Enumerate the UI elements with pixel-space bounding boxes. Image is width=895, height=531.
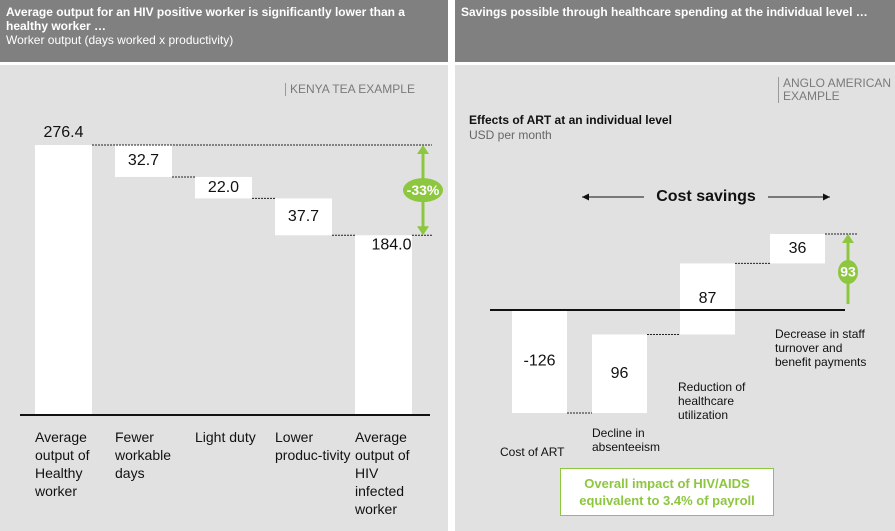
change-label: -33%	[407, 182, 440, 198]
value-label: 276.4	[43, 124, 83, 141]
category-label: Lower produc-tivity	[275, 429, 351, 463]
arrow-head	[417, 145, 429, 154]
bar	[770, 233, 825, 264]
value-label: 96	[611, 365, 629, 382]
change-badge	[403, 178, 443, 203]
bracket-head	[823, 193, 830, 201]
category-label: Light duty	[195, 429, 256, 445]
callout: Overall impact of HIV/AIDS equivalent to…	[560, 468, 774, 516]
right-chart-heading: Effects of ART at an individual level US…	[469, 113, 672, 143]
right-header: Savings possible through healthcare spen…	[455, 0, 895, 62]
left-header: Average output for an HIV positive worke…	[0, 0, 448, 62]
value-label: 87	[699, 290, 717, 307]
category-label: Average output of Healthy worker	[35, 429, 90, 499]
right-chart-title: Effects of ART at an individual level	[469, 113, 672, 127]
net-label: 93	[840, 264, 856, 280]
bar	[592, 334, 647, 413]
bar	[195, 176, 252, 199]
category-label: Cost of ART	[500, 445, 565, 459]
arrow-head	[417, 226, 429, 236]
bar	[355, 235, 412, 415]
bracket-head	[582, 193, 589, 201]
right-panel	[455, 65, 895, 531]
value-label: 36	[789, 240, 807, 257]
category-label: Decline in absenteeism	[592, 426, 661, 454]
value-label: 32.7	[128, 152, 159, 169]
bar	[512, 310, 567, 413]
value-label: 184.0	[371, 236, 411, 253]
left-tag: KENYA TEA EXAMPLE	[285, 83, 415, 96]
value-label: 37.7	[288, 208, 319, 225]
net-badge	[838, 259, 858, 284]
left-title: Average output for an HIV positive worke…	[6, 5, 405, 33]
left-subtitle: Worker output (days worked x productivit…	[6, 33, 234, 47]
right-title: Savings possible through healthcare spen…	[461, 5, 868, 19]
category-label: Average output of HIV infected worker	[355, 429, 410, 517]
value-label: -126	[523, 353, 555, 370]
category-label: Fewer workable days	[115, 429, 172, 481]
category-label: Reduction of healthcare utilization	[678, 380, 746, 422]
bar	[35, 145, 92, 415]
bracket-label: Cost savings	[656, 188, 756, 205]
right-tag: ANGLO AMERICAN EXAMPLE	[778, 77, 895, 103]
bar	[275, 198, 332, 236]
category-label: Decrease in staff turnover and benefit p…	[775, 327, 867, 369]
bar	[680, 263, 735, 335]
bar	[115, 145, 172, 177]
arrow-head	[842, 233, 854, 243]
right-chart-subtitle: USD per month	[469, 128, 552, 142]
value-label: 22.0	[208, 179, 239, 196]
